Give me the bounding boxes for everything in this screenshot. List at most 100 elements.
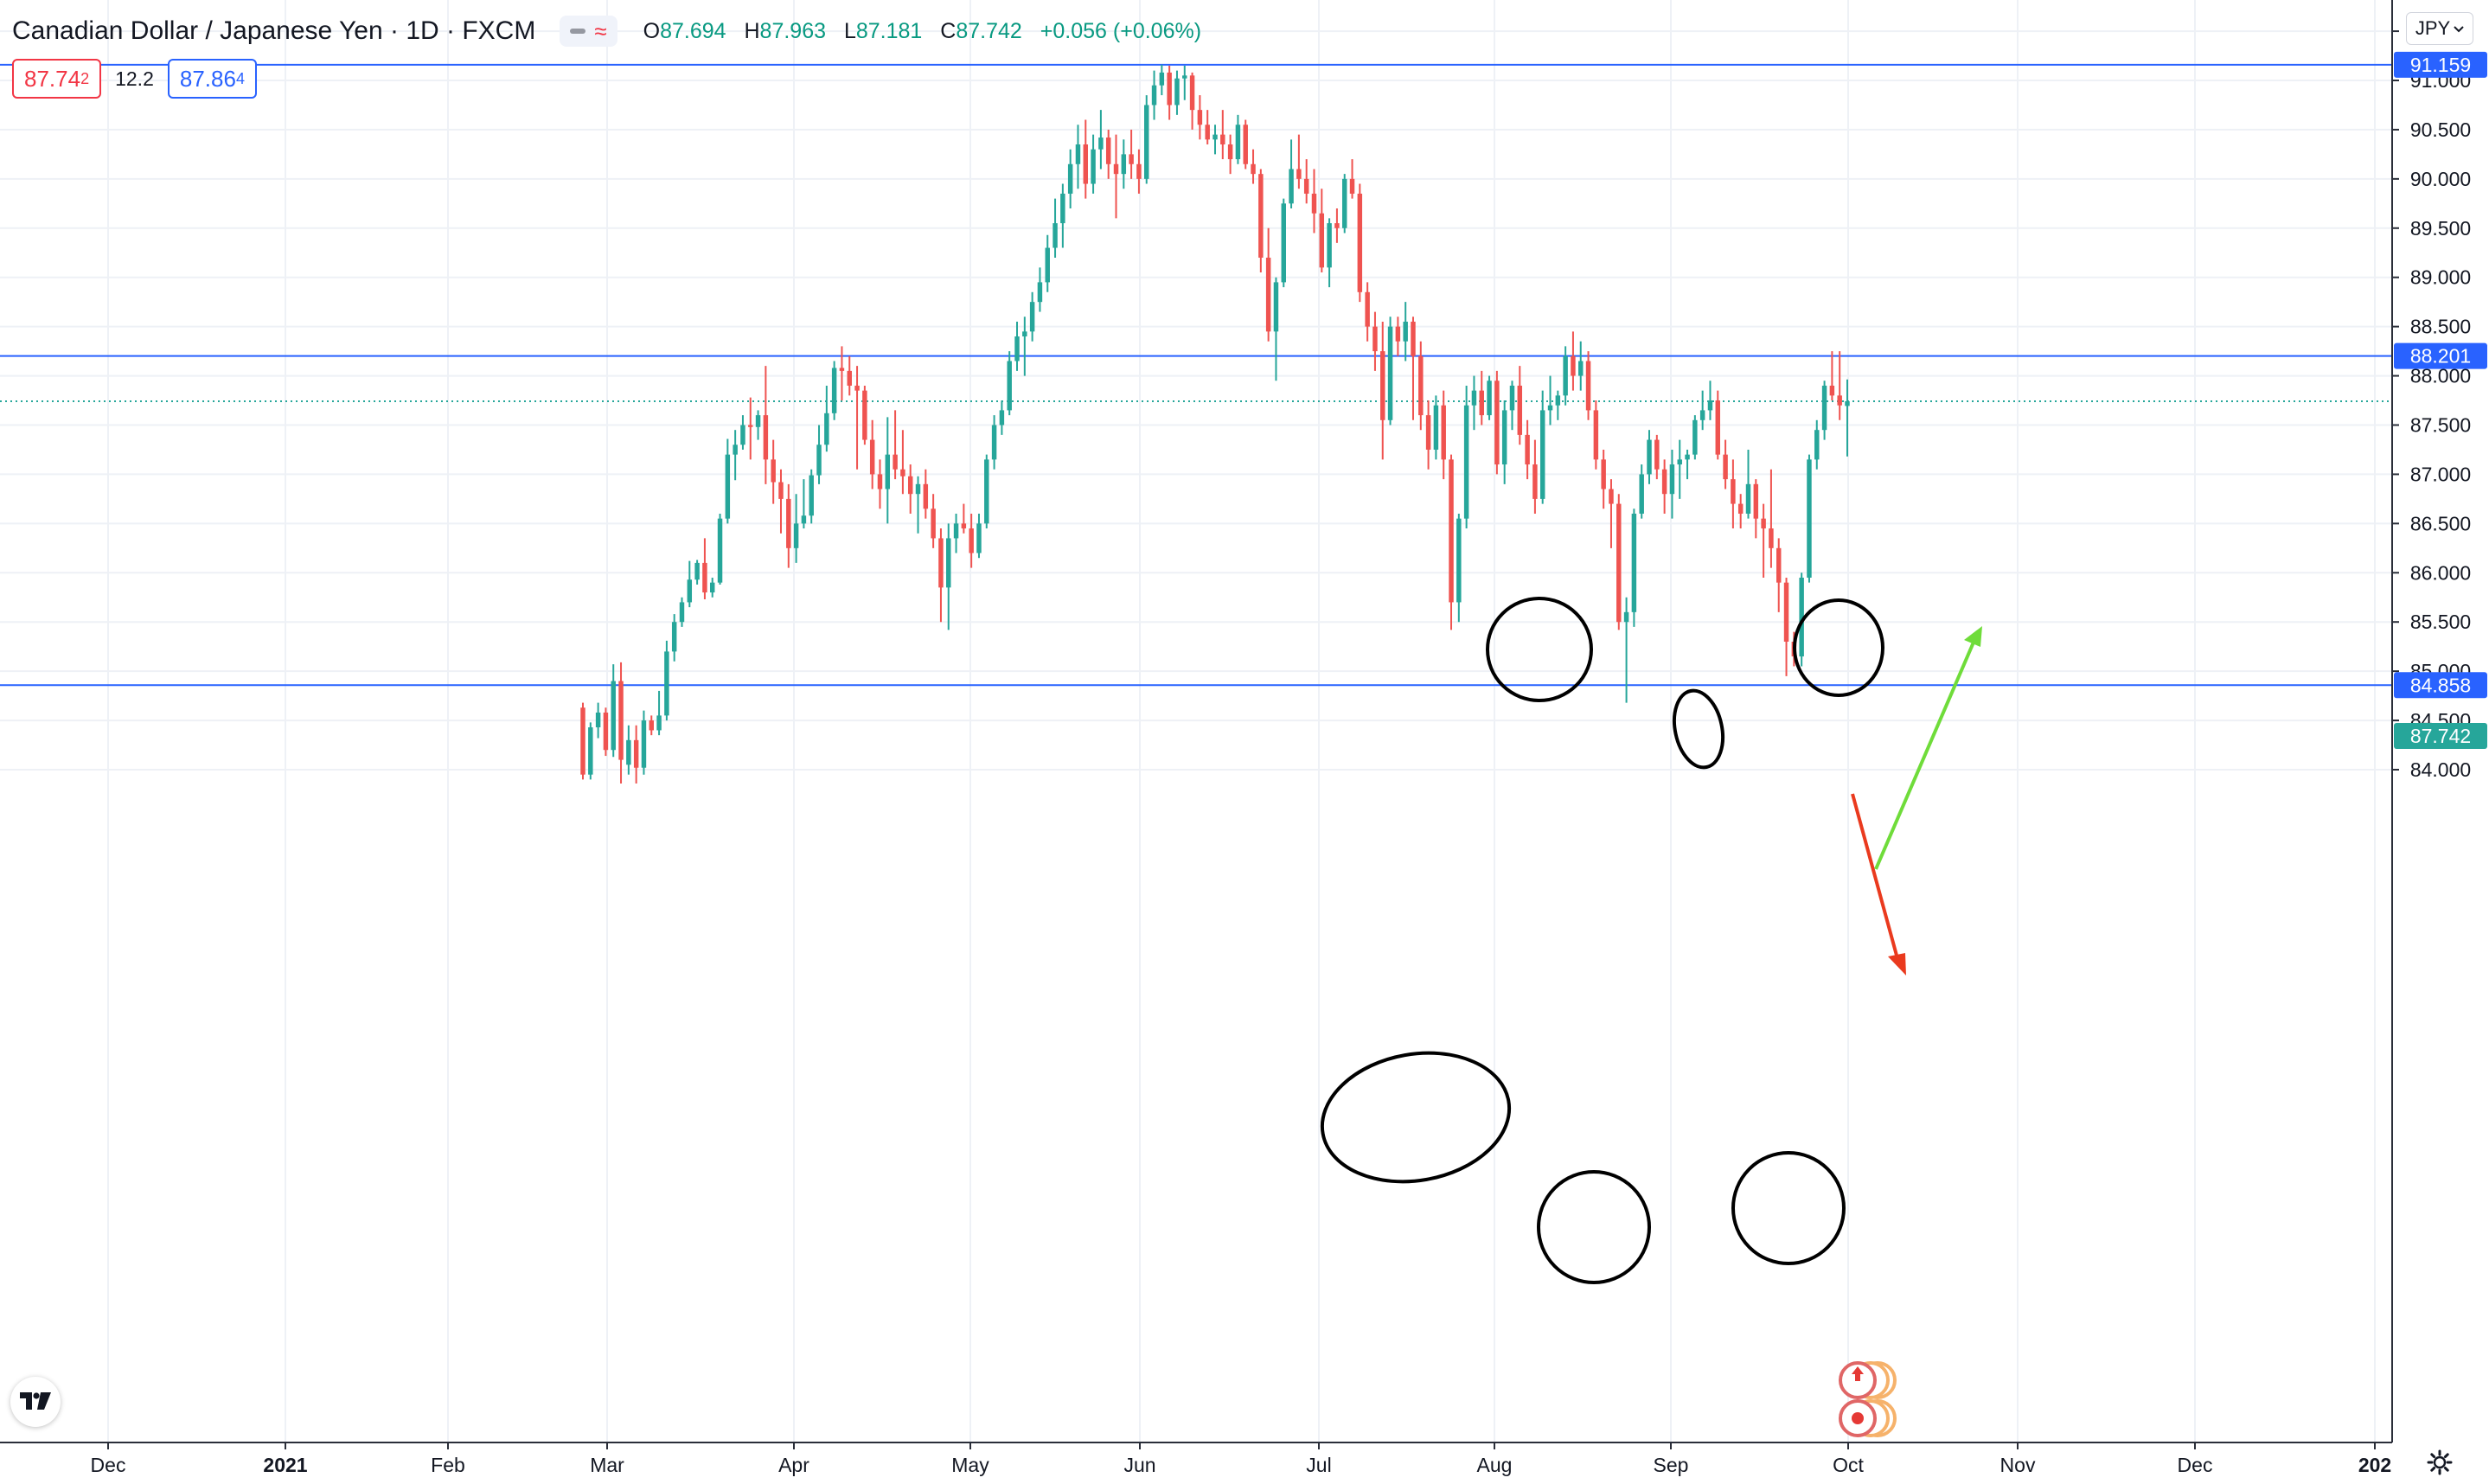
candle-body: [1136, 163, 1142, 179]
candle-body: [1189, 75, 1195, 111]
candle-body: [1053, 223, 1058, 248]
candle: [733, 430, 738, 481]
candle-body: [1060, 193, 1065, 224]
candle-body: [1501, 410, 1507, 465]
candle: [1418, 341, 1424, 431]
candle-body: [1425, 415, 1431, 450]
arrow-down-line: [1851, 793, 1900, 963]
candle: [938, 528, 944, 623]
candle-body: [1585, 361, 1591, 411]
candle-body: [1151, 85, 1157, 106]
candle-body: [763, 415, 769, 460]
candle-body: [1487, 381, 1492, 416]
x-tick-label: Sep: [1654, 1454, 1689, 1476]
candle: [671, 614, 677, 662]
candle-body: [649, 720, 654, 731]
x-tick-label: 202: [2358, 1454, 2391, 1476]
candle: [1251, 149, 1256, 184]
candle: [1517, 366, 1523, 445]
candle-body: [626, 739, 631, 765]
candle: [626, 725, 631, 775]
candle: [1737, 494, 1744, 529]
last-price-label: 87.742: [2410, 725, 2471, 747]
candle-body: [740, 425, 745, 445]
candle: [1182, 65, 1187, 100]
candle: [603, 707, 609, 757]
y-tick-label: 89.000: [2410, 266, 2471, 289]
candle: [1037, 267, 1043, 312]
candle-body: [847, 370, 852, 386]
time-scale-background: [0, 1442, 2489, 1484]
candle: [1067, 149, 1073, 209]
y-tick-label: 86.000: [2410, 561, 2471, 584]
candle: [1060, 183, 1065, 248]
candle: [1707, 381, 1713, 420]
candle-body: [1623, 611, 1629, 623]
candle: [1776, 538, 1782, 612]
candle-body: [1045, 247, 1050, 283]
candle-body: [1692, 419, 1698, 455]
candle: [1053, 198, 1058, 258]
tradingview-logo-icon[interactable]: [10, 1377, 61, 1427]
level-price-tag: [2394, 672, 2487, 699]
buy-price-button[interactable]: 87.86 4: [167, 59, 257, 99]
canada-flag-icon: [1852, 1366, 1864, 1381]
candle: [1501, 400, 1507, 484]
candle: [877, 459, 883, 509]
candle-body: [1776, 547, 1782, 583]
candle-body: [618, 681, 624, 760]
candle: [1433, 395, 1439, 460]
settings-gear-icon[interactable]: [2427, 1449, 2453, 1475]
candle-body: [1814, 430, 1820, 460]
candle: [1380, 321, 1385, 460]
candle-body: [1311, 193, 1317, 214]
candle: [999, 400, 1005, 435]
candle-body: [1669, 464, 1675, 495]
sell-price-button[interactable]: 87.74 2: [12, 59, 102, 99]
candle: [824, 385, 829, 452]
symbol-title[interactable]: Canadian Dollar / Japanese Yen · 1D · FX…: [12, 16, 536, 45]
candle-body: [999, 410, 1005, 425]
open-value: 87.694: [660, 18, 726, 43]
candle-body: [1463, 405, 1469, 519]
horizontal-levels: [0, 63, 2392, 687]
candle-body: [755, 415, 761, 427]
candle-body: [877, 474, 883, 489]
candle-body: [1372, 326, 1378, 352]
candle-body: [1563, 355, 1568, 396]
candle: [1075, 125, 1081, 189]
candle-body: [1601, 459, 1606, 489]
currency-button[interactable]: JPY: [2406, 12, 2473, 45]
candle-body: [778, 482, 784, 499]
candle-body: [1661, 469, 1667, 495]
candle-body: [709, 582, 715, 593]
candle: [953, 513, 959, 553]
candle: [1456, 513, 1462, 623]
candle: [1213, 125, 1218, 155]
candle: [1022, 317, 1027, 376]
x-tick-label: Nov: [2000, 1454, 2036, 1476]
candle: [900, 430, 905, 495]
candle-body: [1243, 125, 1248, 164]
sell-price: 87.74: [24, 65, 81, 92]
candle: [1311, 169, 1317, 233]
drawn-annotations: [1320, 597, 1982, 1284]
candle: [976, 513, 982, 559]
x-tick-label: Mar: [590, 1454, 624, 1476]
candle: [709, 577, 715, 598]
candle: [1723, 439, 1728, 489]
candle: [694, 560, 700, 585]
candle: [961, 503, 967, 534]
tradingview-logo-mark: [20, 1392, 51, 1410]
candle: [1159, 64, 1165, 96]
candle: [885, 417, 891, 524]
indicator-toggle[interactable]: ≈: [560, 16, 617, 47]
candle: [740, 415, 745, 450]
candle-body: [733, 445, 738, 455]
candle-body: [771, 459, 776, 483]
candle-body: [869, 439, 875, 475]
candle: [969, 513, 974, 568]
candle: [595, 702, 601, 739]
candle-body: [588, 727, 593, 775]
